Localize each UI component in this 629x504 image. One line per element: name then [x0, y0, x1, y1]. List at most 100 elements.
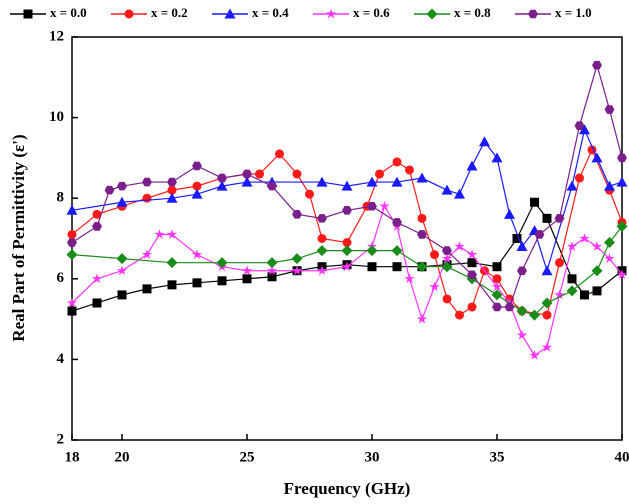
- data-point: [341, 245, 353, 257]
- data-point: [66, 204, 78, 215]
- data-point: [517, 266, 527, 276]
- data-point: [516, 305, 528, 317]
- data-point: [417, 230, 427, 239]
- data-point: [342, 238, 352, 248]
- x-tick-label: 30: [365, 449, 380, 465]
- data-point: [566, 180, 578, 191]
- data-point: [316, 245, 328, 257]
- data-point: [530, 197, 539, 207]
- data-point: [554, 214, 565, 223]
- legend-marker: [426, 8, 438, 20]
- data-point: [534, 230, 545, 239]
- data-point: [479, 136, 490, 147]
- data-point: [491, 152, 503, 163]
- data-point: [466, 160, 478, 171]
- data-point: [241, 265, 253, 276]
- data-point: [166, 192, 178, 203]
- data-point: [92, 209, 102, 219]
- data-point: [191, 249, 203, 259]
- legend-marker: [325, 8, 337, 19]
- data-point: [216, 257, 228, 269]
- data-point: [466, 249, 478, 259]
- data-point: [416, 261, 428, 273]
- data-point: [566, 285, 578, 297]
- data-point: [404, 273, 415, 284]
- data-point: [116, 196, 128, 207]
- series-line: [71, 127, 623, 273]
- data-point: [367, 201, 377, 211]
- data-point: [516, 329, 528, 340]
- data-point: [341, 261, 353, 272]
- data-point: [341, 180, 353, 191]
- data-point: [441, 184, 453, 195]
- data-point: [492, 274, 502, 284]
- data-point: [575, 173, 584, 183]
- legend-label: x = 1.0: [555, 5, 592, 20]
- data-point: [242, 274, 252, 284]
- data-point: [592, 286, 602, 296]
- legend-marker: [224, 8, 236, 19]
- y-tick-label: 12: [49, 28, 64, 44]
- data-point: [542, 213, 552, 223]
- data-point: [154, 229, 165, 239]
- data-point: [316, 176, 328, 187]
- data-point: [66, 297, 78, 308]
- legend-label: x = 0.4: [252, 5, 289, 20]
- data-point: [67, 238, 77, 247]
- data-point: [292, 169, 302, 179]
- data-point: [492, 262, 502, 272]
- data-point: [166, 257, 178, 269]
- data-point: [267, 181, 277, 191]
- data-point: [255, 169, 264, 179]
- data-point: [192, 161, 202, 171]
- data-point: [579, 124, 590, 135]
- data-point: [579, 233, 590, 243]
- data-point: [554, 289, 565, 300]
- y-axis-label: Real Part of Permittivity (ε'): [9, 134, 28, 341]
- data-point: [292, 210, 302, 219]
- data-point: [467, 270, 477, 280]
- data-point: [116, 253, 128, 265]
- data-point: [441, 253, 453, 264]
- legend-label: x = 0.8: [454, 5, 491, 20]
- data-point: [317, 234, 327, 243]
- data-point: [191, 188, 203, 199]
- data-point: [442, 246, 452, 255]
- data-point: [604, 253, 615, 264]
- data-point: [512, 234, 522, 243]
- data-point: [429, 281, 440, 292]
- data-point: [275, 149, 284, 159]
- data-point: [91, 273, 103, 284]
- data-point: [616, 269, 628, 280]
- data-point: [442, 294, 452, 304]
- data-point: [592, 60, 602, 70]
- data-point: [142, 177, 152, 187]
- y-tick-label: 10: [49, 109, 64, 125]
- data-point: [241, 176, 253, 187]
- data-point: [379, 200, 390, 211]
- data-point: [567, 274, 577, 284]
- data-point: [591, 241, 603, 251]
- data-point: [392, 218, 402, 227]
- y-tick-label: 2: [57, 431, 65, 447]
- data-point: [541, 341, 553, 352]
- data-point: [391, 176, 403, 187]
- data-point: [467, 302, 477, 312]
- series-line: [71, 204, 623, 357]
- data-point: [467, 258, 477, 268]
- data-point: [92, 298, 102, 308]
- data-point: [616, 176, 628, 187]
- data-point: [504, 302, 515, 312]
- y-tick-label: 8: [57, 190, 65, 206]
- data-point: [67, 306, 77, 316]
- y-tick-label: 6: [57, 270, 65, 286]
- data-point: [117, 290, 127, 300]
- x-tick-label: 18: [65, 449, 80, 465]
- data-point: [167, 280, 177, 290]
- x-tick-label: 35: [490, 449, 505, 465]
- data-point: [266, 265, 278, 276]
- data-point: [67, 229, 77, 239]
- legend-marker: [23, 9, 33, 19]
- data-point: [405, 165, 414, 175]
